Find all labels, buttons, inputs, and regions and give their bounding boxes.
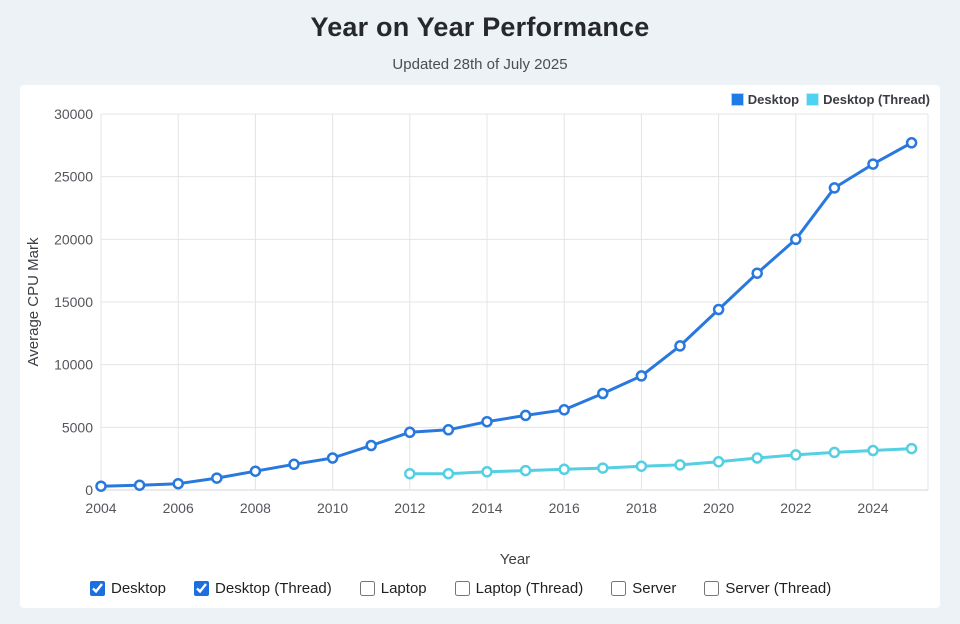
series-checkbox[interactable] [90, 581, 105, 596]
data-point[interactable] [211, 472, 223, 484]
data-point[interactable] [712, 303, 725, 316]
series-checkbox-label: Laptop (Thread) [475, 580, 584, 597]
y-tick-label: 30000 [54, 106, 93, 122]
series-checkbox[interactable] [611, 581, 627, 596]
x-tick-label: 2004 [85, 500, 116, 516]
page-title: Year on Year Performance [310, 12, 650, 42]
data-point[interactable] [481, 415, 493, 428]
data-point[interactable] [597, 387, 609, 400]
data-point[interactable] [481, 466, 493, 478]
data-point[interactable] [172, 477, 184, 490]
series-checkbox-label: Server (Thread) [725, 580, 832, 597]
x-axis-title: Year [499, 551, 531, 568]
data-point[interactable] [790, 233, 802, 246]
series-line [409, 447, 912, 476]
series-checkbox-label: Server [632, 580, 677, 597]
data-point[interactable] [674, 459, 686, 471]
data-point[interactable] [867, 158, 879, 170]
legend-label: Desktop [747, 92, 800, 107]
data-point[interactable] [828, 182, 841, 194]
data-point[interactable] [404, 426, 416, 439]
data-point[interactable] [674, 340, 686, 352]
data-point[interactable] [867, 444, 879, 457]
series-toggle-server-thread-[interactable]: Server (Thread) [704, 580, 831, 597]
y-tick-label: 10000 [54, 357, 93, 373]
data-point[interactable] [326, 452, 339, 464]
data-point[interactable] [404, 467, 416, 480]
data-point[interactable] [597, 462, 609, 474]
series-checkbox-label: Desktop [111, 580, 167, 597]
series-checkbox[interactable] [704, 581, 720, 596]
data-point[interactable] [249, 465, 262, 477]
chart-legend: Desktop Desktop (Thread) [730, 92, 930, 107]
legend-swatch [730, 93, 744, 106]
y-tick-label: 20000 [54, 231, 93, 247]
page-subtitle: Updated 28th of July 2025 [392, 56, 568, 73]
series-checkbox[interactable] [454, 581, 470, 596]
data-point[interactable] [712, 456, 725, 468]
series-checkbox[interactable] [194, 581, 210, 596]
y-tick-label: 25000 [54, 169, 93, 185]
y-tick-label: 0 [85, 482, 93, 498]
x-tick-label: 2020 [703, 500, 734, 516]
x-tick-label: 2018 [626, 500, 657, 516]
y-tick-label: 5000 [62, 419, 93, 435]
x-tick-label: 2016 [549, 500, 580, 516]
chart-card: Desktop Desktop (Thread) 0 5000 10000 15000 2… [20, 85, 940, 608]
x-tick-label: 2022 [780, 500, 811, 516]
data-point[interactable] [905, 137, 918, 149]
series-line [100, 141, 913, 488]
data-point[interactable] [558, 404, 570, 416]
series-toggle-laptop-thread-[interactable]: Laptop (Thread) [454, 580, 584, 597]
series-checkbox[interactable] [359, 581, 375, 596]
data-point[interactable] [519, 464, 532, 477]
data-point[interactable] [905, 442, 918, 455]
x-tick-label: 2024 [857, 500, 888, 516]
legend-label: Desktop (Thread) [823, 92, 930, 107]
series-desktop-thread- [404, 442, 918, 480]
series-desktop [95, 137, 918, 492]
series-toggle-desktop-thread-[interactable]: Desktop (Thread) [194, 580, 332, 597]
x-tick-label: 2014 [471, 500, 502, 516]
data-point[interactable] [751, 267, 763, 279]
legend-swatch [806, 93, 820, 106]
data-point[interactable] [95, 480, 107, 492]
line-chart[interactable]: 0 5000 10000 15000 20000 25000 30000 2004 2006 20… [20, 85, 940, 525]
series-toggle-desktop[interactable]: Desktop [90, 580, 166, 597]
axis-ticks: 0 5000 10000 15000 20000 25000 30000 2004 2006 20… [54, 106, 889, 516]
y-tick-label: 15000 [54, 294, 93, 310]
legend-item[interactable]: Desktop [730, 92, 800, 107]
data-point[interactable] [790, 449, 802, 461]
x-tick-label: 2012 [394, 500, 425, 516]
series-toggle-laptop[interactable]: Laptop [359, 580, 427, 597]
data-point[interactable] [442, 467, 455, 480]
x-tick-label: 2008 [240, 500, 271, 516]
legend-item[interactable]: Desktop (Thread) [806, 92, 930, 107]
grid-lines [100, 113, 929, 491]
data-point[interactable] [635, 370, 648, 382]
data-point[interactable] [519, 409, 532, 422]
x-tick-label: 2006 [163, 500, 194, 516]
series-checkbox-label: Laptop [380, 580, 427, 597]
chart-series [95, 137, 918, 492]
data-point[interactable] [558, 463, 570, 476]
series-checkbox-label: Desktop (Thread) [215, 580, 332, 597]
y-axis-title: Average CPU Mark [25, 237, 42, 366]
x-tick-label: 2010 [317, 500, 348, 516]
data-point[interactable] [635, 460, 648, 472]
series-toggle-server[interactable]: Server [611, 580, 676, 597]
data-point[interactable] [288, 458, 300, 471]
series-toggles: Desktop Desktop (Thread) Laptop Laptop (Thr… [20, 580, 940, 597]
data-point[interactable] [365, 439, 377, 452]
data-point[interactable] [133, 479, 146, 491]
data-point[interactable] [828, 446, 841, 459]
data-point[interactable] [442, 424, 455, 436]
data-point[interactable] [751, 452, 763, 464]
